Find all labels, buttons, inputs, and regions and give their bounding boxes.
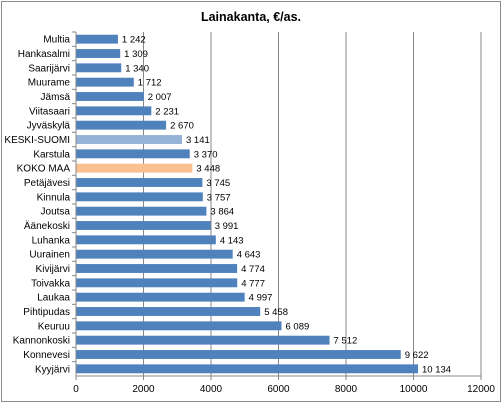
bar <box>76 321 282 331</box>
bar <box>76 307 261 316</box>
data-label: 4 643 <box>237 250 261 261</box>
data-label: 1 309 <box>124 49 148 60</box>
bar <box>76 335 330 345</box>
data-label: 3 991 <box>215 221 239 232</box>
data-label: 4 777 <box>241 278 265 289</box>
bar <box>76 249 233 259</box>
bar <box>76 120 167 130</box>
category-label: Kivijärvi <box>36 264 70 275</box>
bar <box>76 135 183 144</box>
x-tick-label: 4000 <box>200 384 223 395</box>
x-tick-label: 12000 <box>467 384 495 395</box>
category-label: Laukaa <box>37 293 70 304</box>
bar <box>76 77 134 87</box>
bar <box>76 163 193 173</box>
data-label: 2 231 <box>155 106 179 117</box>
bar <box>76 235 216 245</box>
category-label: Jyväskylä <box>27 121 71 132</box>
bar <box>76 92 144 101</box>
x-tick-label: 2000 <box>132 384 155 395</box>
category-label: Toivakka <box>31 278 70 289</box>
data-label: 3 370 <box>194 149 218 160</box>
category-label: Muurame <box>28 78 71 89</box>
bar <box>76 49 121 58</box>
bar <box>76 149 190 159</box>
category-label: Viitasaari <box>29 106 70 117</box>
x-tick-label: 0 <box>73 384 79 395</box>
category-label: KESKI-SUOMI <box>4 135 70 146</box>
bar <box>76 278 238 288</box>
category-label: Hankasalmi <box>18 49 70 60</box>
data-label: 4 997 <box>249 293 273 304</box>
bar <box>76 206 207 216</box>
x-tick-label: 10000 <box>400 384 428 395</box>
category-label: Kannonkoski <box>13 336 70 347</box>
category-label: Multia <box>43 35 70 46</box>
data-label: 5 458 <box>264 307 288 318</box>
data-label: 1 242 <box>122 35 146 46</box>
category-label: Luhanka <box>32 235 71 246</box>
bar <box>76 292 245 302</box>
category-label: Konnevesi <box>23 350 70 361</box>
category-label: KOKO MAA <box>17 164 71 175</box>
category-label: Kinnula <box>37 192 71 203</box>
data-label: 10 134 <box>422 364 451 375</box>
data-label: 4 774 <box>241 264 265 275</box>
data-label: 3 141 <box>186 135 210 146</box>
data-label: 3 864 <box>210 207 234 218</box>
category-label: Petäjävesi <box>24 178 70 189</box>
category-label: Äänekoski <box>24 220 70 232</box>
bar <box>76 34 118 44</box>
data-label: 1 340 <box>125 63 149 74</box>
bar <box>76 178 203 187</box>
chart-title: Lainakanta, €/as. <box>200 10 302 24</box>
bar <box>76 364 419 374</box>
category-label: Keuruu <box>38 321 70 332</box>
data-label: 2 007 <box>148 92 172 103</box>
category-label: Joutsa <box>41 207 71 218</box>
x-tick-label: 6000 <box>267 384 290 395</box>
bar <box>76 221 211 230</box>
data-label: 1 712 <box>138 78 162 89</box>
category-label: Karstula <box>33 149 70 160</box>
x-tick-label: 8000 <box>335 384 358 395</box>
bar <box>76 350 401 359</box>
category-label: Saarijärvi <box>28 63 70 74</box>
data-label: 3 448 <box>196 164 220 175</box>
data-label: 6 089 <box>286 321 310 332</box>
bar <box>76 264 238 273</box>
data-label: 7 512 <box>334 336 358 347</box>
category-label: Jämsä <box>41 92 71 103</box>
bar <box>76 106 152 116</box>
category-label: Pihtipudas <box>23 307 70 318</box>
category-label: Uurainen <box>29 250 70 261</box>
category-label: Kyyjärvi <box>35 364 70 375</box>
data-label: 3 745 <box>206 178 230 189</box>
data-label: 3 757 <box>207 192 231 203</box>
data-label: 4 143 <box>220 235 244 246</box>
bar <box>76 63 122 73</box>
bar <box>76 192 203 202</box>
data-label: 9 622 <box>405 350 429 361</box>
data-label: 2 670 <box>170 121 194 132</box>
